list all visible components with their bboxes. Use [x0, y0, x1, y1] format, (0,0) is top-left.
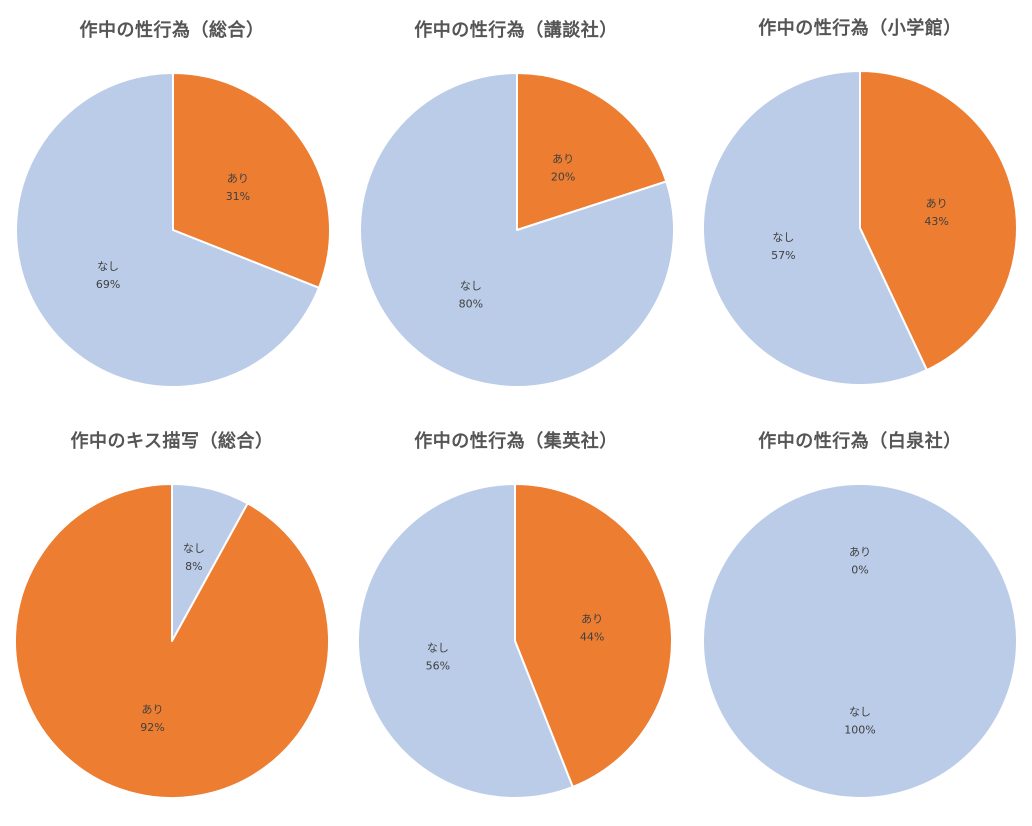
chart-title: 作中のキス描写（総合）	[70, 431, 274, 452]
chart-title: 作中の性行為（白泉社）	[758, 431, 962, 452]
pie-slice-0	[516, 72, 668, 231]
pie-slice-1	[702, 483, 1018, 799]
pie-svg: あり 20% なし 80%	[359, 72, 675, 388]
slice-percent-label: 20%	[551, 170, 575, 183]
pie-slice-1	[357, 483, 574, 799]
slice-percent-label: 92%	[140, 721, 164, 734]
pie-chart-5: 作中の性行為（集英社） あり 44% なし 56%	[344, 413, 688, 826]
slice-percent-label: 69%	[96, 278, 120, 291]
slice-percent-label: 31%	[226, 190, 250, 203]
pie-svg: あり 31% なし 69%	[15, 72, 331, 388]
pie-slice-1	[359, 72, 675, 388]
pie-slice-0	[172, 72, 331, 289]
slice-category-label: なし	[460, 280, 482, 293]
pie-svg: あり 44% なし 56%	[357, 483, 673, 799]
slice-percent-label: 8%	[185, 560, 202, 573]
pie-svg: なし 8% あり 92%	[14, 483, 330, 799]
pie-svg: あり 43% なし 57%	[702, 70, 1018, 386]
slice-percent-label: 56%	[426, 660, 450, 673]
pie-chart-4: 作中のキス描写（総合） なし 8% あり 92%	[0, 413, 344, 826]
slice-percent-label: 100%	[844, 724, 875, 737]
slice-category-label: あり	[926, 197, 948, 210]
slice-category-label: なし	[849, 706, 871, 719]
slice-percent-label: 0%	[851, 563, 868, 576]
slice-category-label: なし	[427, 642, 449, 655]
pie-chart-1: 作中の性行為（総合） あり 31% なし 69%	[0, 0, 344, 413]
slice-category-label: なし	[97, 260, 119, 273]
pie-svg: あり 0% なし 100%	[702, 483, 1018, 799]
pie-slice-1	[14, 483, 330, 799]
pie-chart-3: 作中の性行為（小学館） あり 43% なし 57%	[688, 0, 1032, 413]
slice-category-label: なし	[772, 231, 794, 244]
slice-category-label: なし	[183, 542, 205, 555]
pie-slice-0	[514, 483, 673, 788]
slice-percent-label: 43%	[924, 215, 948, 228]
pie-slice-1	[15, 72, 320, 388]
slice-category-label: あり	[849, 545, 871, 558]
chart-title: 作中の性行為（総合）	[79, 20, 265, 41]
pie-chart-2: 作中の性行為（講談社） あり 20% なし 80%	[344, 0, 688, 413]
chart-title: 作中の性行為（集英社）	[414, 431, 618, 452]
slice-category-label: あり	[227, 172, 249, 185]
pie-slice-1	[702, 70, 928, 386]
pie-chart-6: 作中の性行為（白泉社） あり 0% なし 100%	[688, 413, 1032, 826]
slice-percent-label: 44%	[580, 630, 604, 643]
pie-slice-0	[859, 70, 1018, 372]
chart-title: 作中の性行為（小学館）	[758, 18, 962, 39]
slice-percent-label: 80%	[459, 298, 483, 311]
chart-title: 作中の性行為（講談社）	[414, 20, 618, 41]
slice-category-label: あり	[141, 703, 163, 716]
slice-category-label: あり	[552, 152, 574, 165]
slice-percent-label: 57%	[771, 249, 795, 262]
slice-category-label: あり	[581, 612, 603, 625]
